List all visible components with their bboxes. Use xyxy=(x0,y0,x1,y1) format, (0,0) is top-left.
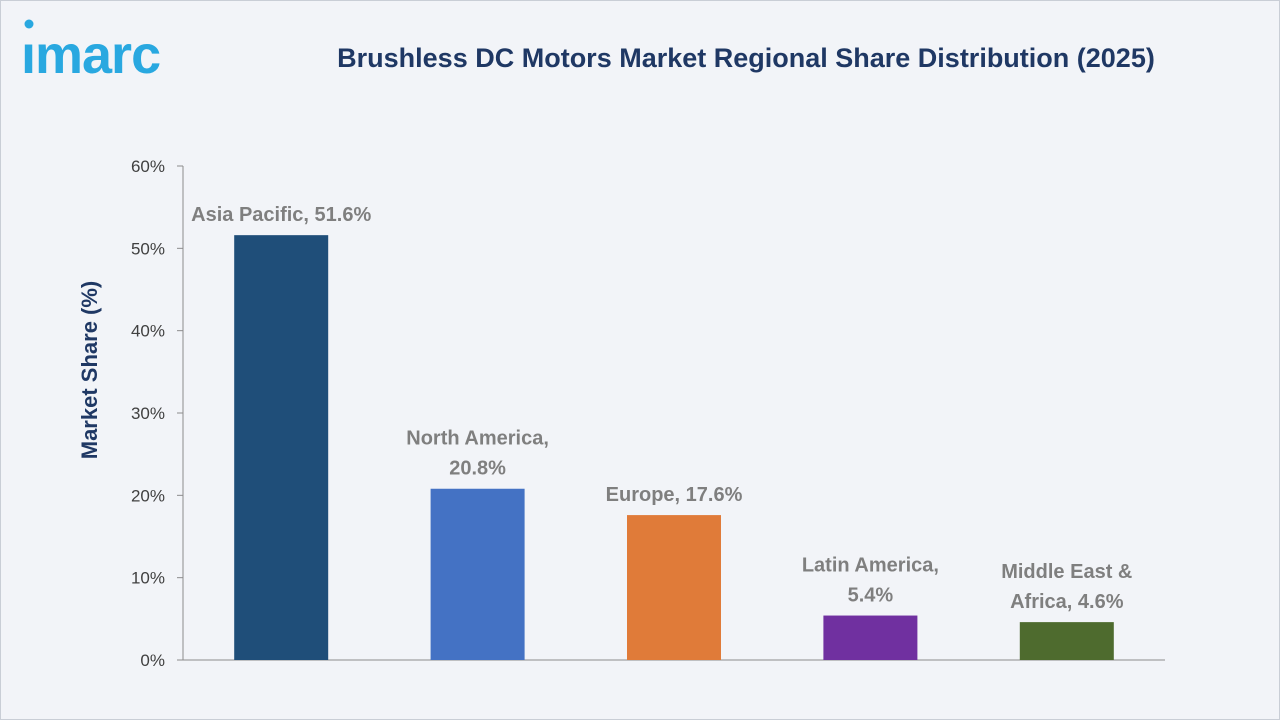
bar-data-label: Middle East & xyxy=(1001,561,1132,583)
y-tick-label: 10% xyxy=(131,569,165,588)
bar-data-label: Asia Pacific, 51.6% xyxy=(191,204,371,226)
bar xyxy=(1019,622,1114,660)
bar-data-label: Africa, 4.6% xyxy=(1010,591,1124,613)
bar xyxy=(823,615,918,660)
bar-data-label: Latin America, xyxy=(802,555,939,577)
imarc-logo-graphic: ımarc xyxy=(21,19,161,85)
y-tick-label: 0% xyxy=(140,651,165,670)
data-labels-layer: Asia Pacific, 51.6% North America, 20.8% Eu… xyxy=(191,204,1132,613)
bar-data-label: 5.4% xyxy=(848,585,894,607)
logo-dot xyxy=(24,19,34,29)
y-tick-label: 60% xyxy=(131,157,165,176)
bar xyxy=(234,235,329,660)
logo-wordmark: ımarc xyxy=(21,25,160,85)
y-tick-label: 20% xyxy=(131,486,165,505)
bar xyxy=(627,515,721,660)
y-axis-title: Market Share (%) xyxy=(77,281,102,460)
bar-data-label: 20.8% xyxy=(449,458,506,480)
y-tick-label: 30% xyxy=(131,404,165,423)
chart-title: Brushless DC Motors Market Regional Shar… xyxy=(337,43,1155,73)
y-tick-label: 50% xyxy=(131,239,165,258)
y-tick-label: 40% xyxy=(131,322,165,341)
imarc-logo: ımarc xyxy=(21,15,211,85)
bar xyxy=(430,488,525,660)
bar-data-label: North America, xyxy=(406,428,549,450)
bars-layer xyxy=(234,235,1114,660)
bar-data-label: Europe, 17.6% xyxy=(606,484,743,506)
